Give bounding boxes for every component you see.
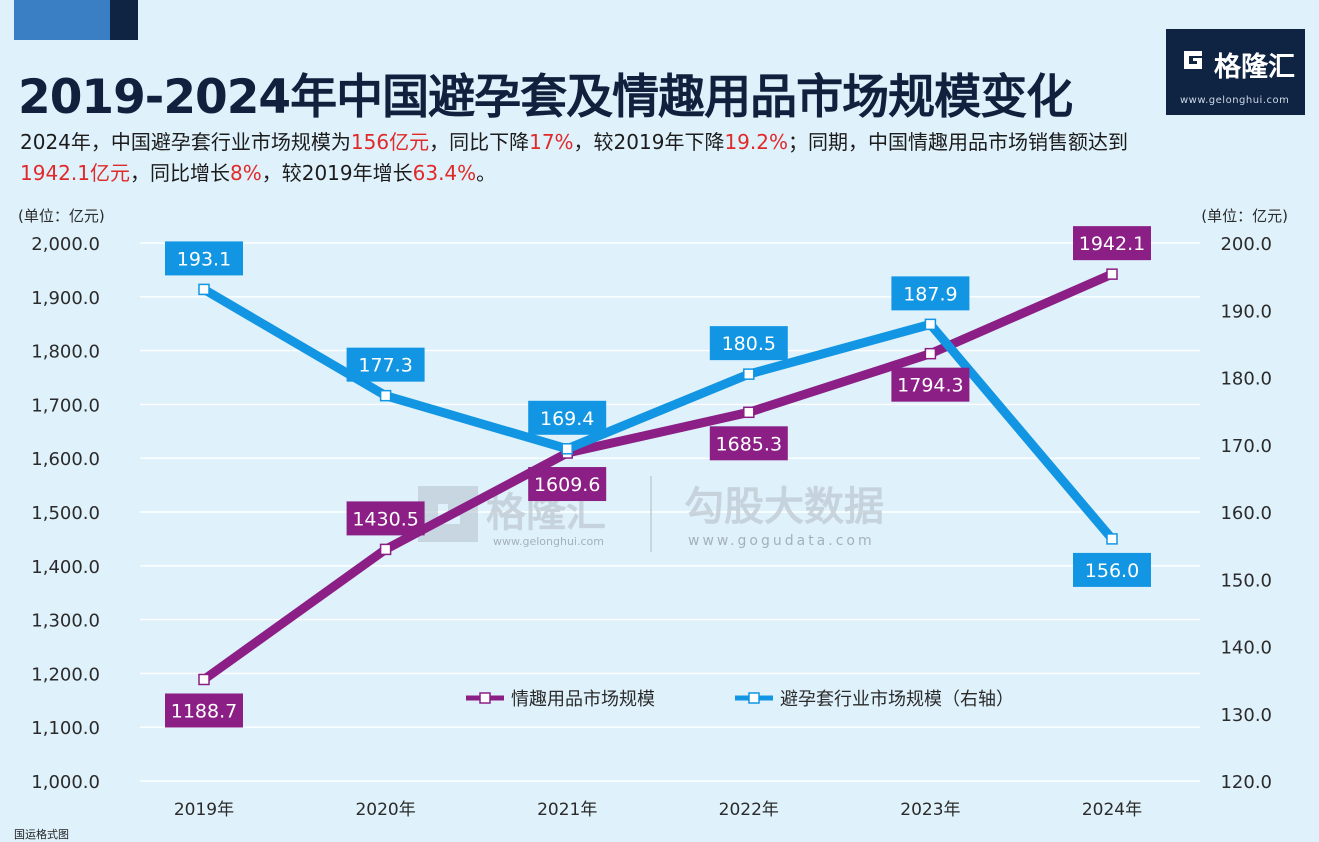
summary-highlight: 19.2% (724, 130, 788, 154)
right-axis-tick-label: 150.0 (1220, 570, 1272, 591)
summary-highlight: 17% (529, 130, 574, 154)
logo-url: www.gelonghui.com (1180, 95, 1290, 106)
right-axis-tick-label: 160.0 (1220, 503, 1272, 524)
corner-accent-blue (14, 0, 110, 40)
series-1-marker (379, 389, 392, 402)
left-axis-tick-label: 1,600.0 (31, 449, 100, 470)
series-0-label-box (891, 367, 970, 402)
x-axis-tick-label: 2023年 (900, 800, 960, 820)
right-axis-tick-label: 170.0 (1220, 436, 1272, 457)
series-1-data-label: 156.0 (1085, 560, 1139, 582)
series-0-marker (198, 673, 210, 686)
series-0-data-label: 1430.5 (352, 508, 418, 530)
right-axis-unit: (单位：亿元) (1201, 207, 1288, 225)
left-axis-tick-label: 1,400.0 (31, 557, 100, 578)
series-line-1 (199, 284, 1117, 544)
left-axis-tick-label: 1,200.0 (31, 664, 100, 685)
left-axis-unit: (单位：亿元) (18, 207, 105, 225)
legend-swatch-marker (479, 692, 491, 704)
series-1-label-box (165, 241, 243, 276)
left-axis-tick-label: 1,900.0 (31, 288, 100, 309)
series-1-marker (1106, 533, 1118, 545)
summary-segment: 2024年，中国避孕套行业市场规模为 (20, 130, 351, 154)
legend-label: 情趣用品市场规模 (511, 689, 655, 710)
summary-segment: 。 (476, 161, 497, 185)
summary-highlight: 63.4% (412, 161, 477, 185)
series-0-label-box (709, 426, 788, 461)
left-axis-tick-label: 1,500.0 (31, 503, 100, 524)
left-axis-tick-label: 1,000.0 (31, 772, 100, 793)
summary-highlight: 1942.1亿元 (20, 161, 130, 185)
right-axis-tick-label: 140.0 (1220, 638, 1272, 659)
series-1-label-box (528, 400, 607, 435)
watermark-right-name: 勾股大数据 (684, 484, 884, 530)
series-0-marker (379, 543, 392, 556)
right-axis-tick-label: 190.0 (1220, 301, 1272, 322)
series-0-data-label: 1685.3 (716, 433, 782, 455)
summary-segment: ，同比增长 (129, 161, 230, 185)
legend-label: 避孕套行业市场规模（右轴） (780, 689, 1014, 710)
series-0-marker (1106, 268, 1118, 280)
watermark-right-url: www.gogudata.com (688, 533, 875, 549)
series-0-data-label: 1942.1 (1079, 233, 1145, 255)
x-axis-tick-label: 2020年 (355, 800, 415, 820)
series-0-label-box (346, 501, 425, 536)
series-0-data-label: 1188.7 (171, 700, 237, 722)
summary-segment: ，同比下降 (429, 130, 530, 154)
series-0-label-box (528, 467, 607, 502)
legend-swatch-marker (748, 692, 760, 704)
summary-segment: ，较2019年下降 (573, 130, 725, 154)
right-axis-tick-label: 180.0 (1220, 369, 1272, 390)
series-1-data-label: 180.5 (722, 333, 776, 355)
gelonghui-logo-icon (1184, 51, 1202, 69)
footer-text: 国运格式图 (14, 828, 69, 841)
summary-segment: ，较2019年增长 (261, 161, 413, 185)
series-0-label-box (165, 693, 243, 728)
series-1-marker (924, 318, 937, 331)
series-1-label-box (346, 347, 425, 382)
summary-highlight: 8% (229, 161, 262, 185)
x-axis-tick-label: 2021年 (537, 800, 597, 820)
summary-highlight: 156亿元 (350, 130, 430, 154)
x-axis-tick-label: 2022年 (719, 800, 779, 820)
left-axis-tick-label: 1,300.0 (31, 611, 100, 632)
series-1-data-label: 169.4 (540, 408, 594, 430)
series-1-data-label: 187.9 (903, 283, 957, 305)
series-1-label-box (891, 276, 970, 311)
series-1-data-label: 193.1 (177, 248, 231, 270)
logo-name: 格隆汇 (1214, 52, 1295, 83)
right-axis-tick-label: 200.0 (1220, 234, 1272, 255)
series-1-marker (743, 368, 755, 380)
x-axis-tick-label: 2019年 (174, 800, 234, 820)
x-axis-tick-label: 2024年 (1082, 800, 1142, 820)
series-0-data-label: 1609.6 (534, 474, 600, 496)
right-axis-tick-label: 120.0 (1220, 772, 1272, 793)
series-0-marker (743, 406, 755, 419)
left-axis-tick-label: 1,100.0 (31, 718, 100, 739)
right-axis-tick-label: 130.0 (1220, 705, 1272, 726)
summary-segment: ；同期，中国情趣用品市场销售额达到 (788, 130, 1128, 154)
series-1-label-box (1073, 552, 1151, 587)
left-axis-tick-label: 1,700.0 (31, 395, 100, 416)
watermark-left-url: www.gelonghui.com (493, 535, 604, 548)
series-1-marker (198, 283, 210, 296)
series-1-data-label: 177.3 (358, 355, 412, 377)
series-0-label-box (1073, 226, 1151, 261)
chart-title: 2019-2024年中国避孕套及情趣用品市场规模变化 (18, 70, 1073, 125)
left-axis-tick-label: 1,800.0 (31, 342, 100, 363)
summary-text: 2024年，中国避孕套行业市场规模为156亿元，同比下降17%，较2019年下降… (20, 127, 1190, 189)
brand-logo: 格隆汇 www.gelonghui.com (1166, 29, 1305, 115)
series-1-marker (561, 443, 573, 455)
left-axis-tick-label: 2,000.0 (31, 234, 100, 255)
series-0-data-label: 1794.3 (897, 375, 963, 397)
series-0-marker (924, 347, 937, 360)
series-line-0 (199, 269, 1117, 684)
corner-accent-navy (110, 0, 138, 40)
series-1-label-box (709, 326, 788, 361)
